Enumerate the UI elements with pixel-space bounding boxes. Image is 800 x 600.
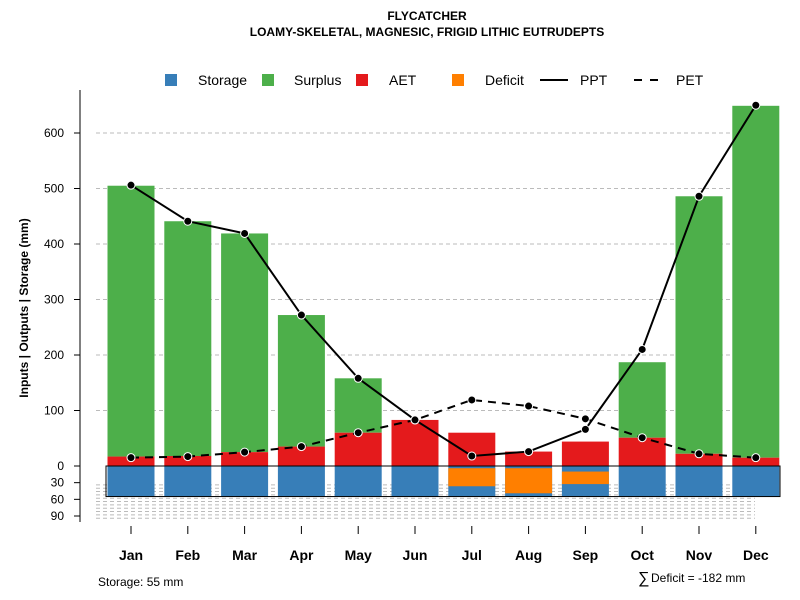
- x-tick-label: Dec: [743, 547, 769, 563]
- pet-point: [240, 447, 250, 457]
- deficit-bar: [448, 468, 496, 487]
- storage-legend-swatch: [165, 74, 177, 86]
- ppt-point: [694, 191, 704, 201]
- pet-point: [580, 414, 590, 424]
- y-tick-label: 30: [51, 476, 65, 490]
- aet-bar: [505, 451, 553, 466]
- y-tick-label: 200: [44, 348, 64, 362]
- ppt-point: [580, 424, 590, 434]
- x-tick-label: Aug: [515, 547, 542, 563]
- legend-label: Surplus: [294, 72, 341, 88]
- ppt-point: [296, 310, 306, 320]
- storage-bar: [107, 466, 155, 497]
- aet-bar: [334, 432, 382, 466]
- storage-bar: [221, 466, 269, 497]
- ppt-line: [130, 104, 757, 458]
- deficit-legend-swatch: [452, 74, 464, 86]
- y-tick-label: 90: [51, 509, 65, 523]
- x-tick-label: Mar: [232, 547, 257, 563]
- aet-bar: [391, 419, 439, 466]
- pet-point: [296, 442, 306, 452]
- aet-bar: [277, 446, 325, 466]
- pet-point: [467, 395, 477, 405]
- y-axis-label: Inputs | Outputs | Storage (mm): [17, 218, 31, 397]
- deficit-sum-icon: ∑: [638, 570, 649, 587]
- ppt-point: [183, 216, 193, 226]
- chart-subtitle: LOAMY-SKELETAL, MAGNESIC, FRIGID LITHIC …: [250, 25, 604, 39]
- surplus-bar: [334, 378, 382, 433]
- axes: 0 100 200 300 400 500 600 30 60 90 Jan Feb Mar Apr May…: [44, 90, 781, 563]
- aet-bar: [221, 452, 269, 466]
- x-tick-label: May: [345, 547, 372, 563]
- surplus-bar: [221, 233, 269, 453]
- pet-point: [410, 415, 420, 425]
- ppt-point: [126, 180, 136, 190]
- legend-label: PET: [676, 72, 704, 88]
- x-tick-label: Jan: [119, 547, 143, 563]
- aet-bar: [561, 441, 609, 466]
- y-tick-label: 500: [44, 182, 64, 196]
- y-tick-label: 60: [51, 492, 65, 506]
- storage-bar: [164, 466, 212, 497]
- legend: Storage Surplus AET Deficit PPT PET: [165, 72, 704, 88]
- ppt-point: [637, 344, 647, 354]
- pet-point: [694, 449, 704, 459]
- storage-bar: [334, 466, 382, 497]
- pet-point: [751, 453, 761, 463]
- deficit-bar: [505, 468, 553, 494]
- ppt-point: [467, 451, 477, 461]
- storage-bar: [391, 466, 439, 497]
- ppt-point: [240, 228, 250, 238]
- x-tick-label: Oct: [631, 547, 655, 563]
- y-tick-label: 300: [44, 293, 64, 307]
- pet-point: [126, 453, 136, 463]
- storage-bar: [675, 466, 723, 497]
- legend-label: Storage: [198, 72, 247, 88]
- deficit-note: Deficit = -182 mm: [651, 571, 745, 585]
- gridlines: [96, 132, 780, 519]
- x-tick-label: Sep: [573, 547, 599, 563]
- pet-line: [130, 398, 756, 459]
- surplus-bar: [107, 185, 155, 457]
- storage-bar: [277, 466, 325, 497]
- aet-legend-swatch: [356, 74, 368, 86]
- ppt-point: [524, 447, 534, 457]
- storage-panel-outline: [105, 465, 781, 498]
- pet-point: [183, 452, 193, 462]
- x-tick-label: Apr: [289, 547, 314, 563]
- deficit-bar: [561, 471, 609, 485]
- surplus-bar: [675, 196, 723, 454]
- surplus-bar: [164, 221, 212, 457]
- legend-label: PPT: [580, 72, 608, 88]
- x-tick-label: Jun: [403, 547, 428, 563]
- aet-bar: [448, 432, 496, 466]
- bars: [107, 105, 780, 497]
- ppt-point: [353, 373, 363, 383]
- surplus-bar: [732, 105, 780, 458]
- series-lines: [126, 100, 761, 463]
- pet-point: [353, 428, 363, 438]
- x-tick-label: Feb: [175, 547, 200, 563]
- storage-bar: [618, 466, 666, 497]
- y-tick-label: 400: [44, 237, 64, 251]
- pet-point: [524, 401, 534, 411]
- chart-title: FLYCATCHER: [387, 9, 467, 23]
- y-tick-label: 0: [57, 459, 64, 473]
- legend-label: Deficit: [485, 72, 524, 88]
- y-tick-label: 600: [44, 126, 64, 140]
- storage-bar: [732, 466, 780, 497]
- surplus-bar: [277, 315, 325, 447]
- surplus-bar: [618, 362, 666, 438]
- legend-label: AET: [389, 72, 417, 88]
- ppt-point: [751, 100, 761, 110]
- aet-bar: [675, 453, 723, 466]
- storage-note: Storage: 55 mm: [98, 575, 183, 589]
- y-tick-label: 100: [44, 404, 64, 418]
- pet-point: [637, 433, 647, 443]
- x-tick-label: Nov: [686, 547, 713, 563]
- x-tick-label: Jul: [462, 547, 482, 563]
- surplus-legend-swatch: [262, 74, 274, 86]
